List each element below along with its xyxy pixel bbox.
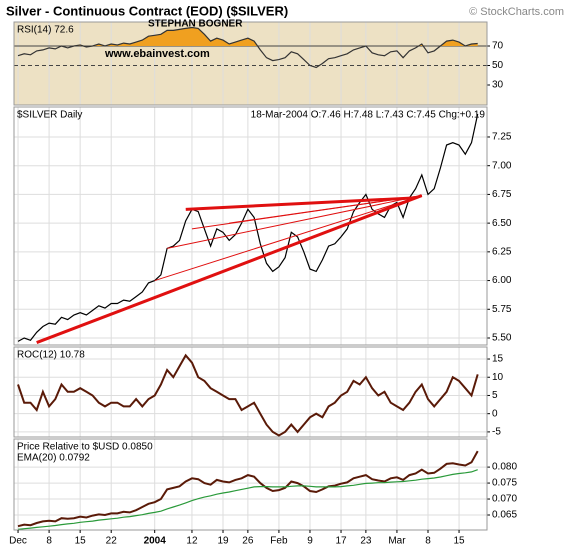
plot-area <box>17 26 478 69</box>
x-tick-label: 23 <box>360 536 372 547</box>
trendline <box>36 194 423 344</box>
series-line <box>17 26 478 69</box>
trendline <box>229 195 422 224</box>
series-line <box>17 353 479 437</box>
panel-frame <box>13 106 488 346</box>
y-tick-label: 0.080 <box>492 462 517 473</box>
y-tick-label: 5.50 <box>492 333 512 344</box>
y-tick-label: 15 <box>492 354 504 365</box>
y-tick-label: 70 <box>492 41 504 52</box>
y-tick-label: 7.25 <box>492 132 512 143</box>
y-tick-label: 5 <box>492 390 498 401</box>
x-tick-label: Feb <box>270 536 288 547</box>
plot-area <box>17 450 479 530</box>
legend-entry: Price Relative to $USD 0.0850 <box>17 442 153 453</box>
y-tick-label: 0.070 <box>492 494 517 505</box>
trendline <box>167 195 422 249</box>
plot-area <box>17 113 479 344</box>
panel-frame <box>13 346 488 438</box>
y-tick-label: 0.075 <box>492 478 517 489</box>
x-tick-label: 9 <box>307 536 313 547</box>
panel-background <box>14 107 487 345</box>
x-tick-label: 8 <box>425 536 431 547</box>
trendline <box>154 195 422 282</box>
x-tick-label: Mar <box>388 536 406 547</box>
y-tick-label: 6.75 <box>492 189 512 200</box>
x-tick-label: 2004 <box>144 536 167 547</box>
y-tick-label: 0.065 <box>492 510 517 521</box>
plot-area <box>17 353 479 437</box>
panel-frame <box>13 21 488 106</box>
x-tick-label: 12 <box>186 536 198 547</box>
x-tick-label: 17 <box>335 536 347 547</box>
annotation: www.ebainvest.com <box>104 48 210 60</box>
panel-frame <box>13 438 488 531</box>
y-tick-label: 30 <box>492 80 504 91</box>
x-tick-label: 22 <box>106 536 118 547</box>
quote: 18-Mar-2004 O:7.46 H:7.48 L:7.43 C:7.45 … <box>251 110 486 121</box>
y-tick-label: 7.00 <box>492 160 512 171</box>
series-line <box>17 113 479 342</box>
y-tick-label: -5 <box>492 427 501 438</box>
legend-entry: EMA(20) 0.0792 <box>17 453 90 464</box>
y-tick-label: 5.75 <box>492 304 512 315</box>
annotation: STEPHAN BOGNER <box>148 19 243 30</box>
panel-background <box>14 347 487 437</box>
panel-label: RSI(14) 72.6 <box>17 25 74 36</box>
y-tick-label: 6.00 <box>492 275 512 286</box>
x-tick-label: Dec <box>9 536 27 547</box>
x-tick-label: 8 <box>46 536 52 547</box>
y-tick-label: 10 <box>492 372 504 383</box>
y-tick-label: 50 <box>492 60 504 71</box>
y-tick-label: 6.50 <box>492 218 512 229</box>
panel-label: ROC(12) 10.78 <box>17 350 85 361</box>
copyright: © StockCharts.com <box>469 6 564 18</box>
chart-title: Silver - Continuous Contract (EOD) ($SIL… <box>6 3 288 18</box>
panel-label: $SILVER Daily <box>17 110 82 121</box>
trendline <box>185 196 416 211</box>
y-tick-label: 6.25 <box>492 246 512 257</box>
panel-background <box>14 22 487 105</box>
overbought-area <box>73 27 478 46</box>
x-tick-label: 26 <box>242 536 254 547</box>
y-tick-label: 0 <box>492 408 498 419</box>
x-tick-label: 19 <box>217 536 229 547</box>
x-tick-label: 15 <box>453 536 465 547</box>
x-tick-label: 15 <box>75 536 87 547</box>
series-line <box>17 469 478 530</box>
series-line <box>17 450 479 528</box>
